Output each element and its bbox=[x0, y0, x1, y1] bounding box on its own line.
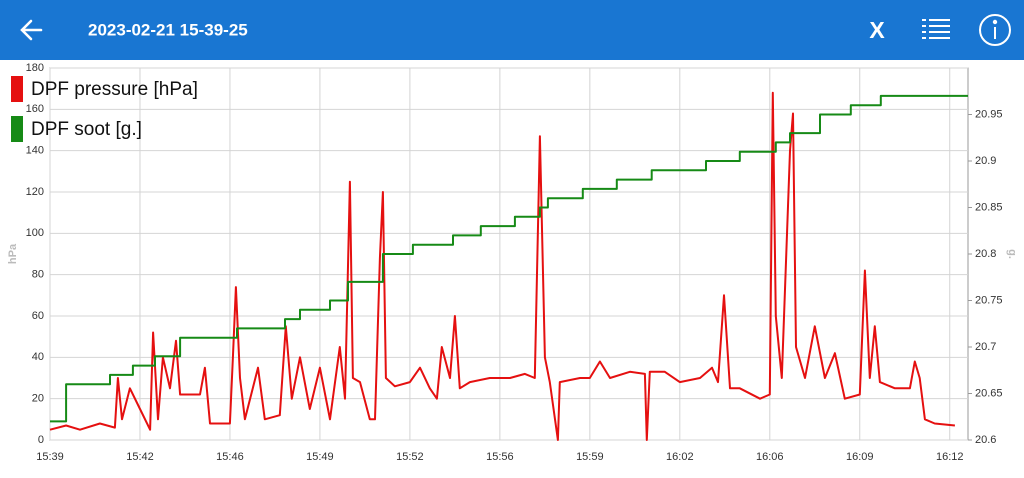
y-tick-label: 60 bbox=[32, 310, 44, 322]
y-tick-label: 40 bbox=[32, 351, 44, 363]
list-button[interactable] bbox=[922, 19, 950, 39]
x-tick-label: 16:09 bbox=[846, 451, 874, 463]
legend-swatch bbox=[11, 116, 23, 142]
info-button[interactable] bbox=[979, 14, 1011, 46]
y-tick-label: 0 bbox=[38, 434, 44, 446]
y2-tick-label: 20.9 bbox=[975, 155, 996, 167]
series-line bbox=[49, 91, 955, 441]
title: 2023-02-21 15-39-25 bbox=[88, 20, 248, 39]
y2-tick-label: 20.65 bbox=[975, 387, 1003, 399]
y2-tick-label: 20.95 bbox=[975, 108, 1003, 120]
legend-label: DPF soot [g.] bbox=[31, 119, 142, 140]
y2-tick-label: 20.6 bbox=[975, 434, 996, 446]
y2-axis-label: g. bbox=[1006, 249, 1018, 259]
y-axis-label: hPa bbox=[7, 243, 19, 264]
x-tick-label: 15:52 bbox=[396, 451, 424, 463]
legend-label: DPF pressure [hPa] bbox=[31, 79, 198, 100]
x-tick-label: 15:49 bbox=[306, 451, 334, 463]
y-tick-label: 140 bbox=[26, 145, 44, 157]
series-line bbox=[50, 94, 968, 423]
y2-tick-label: 20.8 bbox=[975, 248, 996, 260]
x-tick-label: 16:12 bbox=[936, 451, 964, 463]
y2-tick-label: 20.85 bbox=[975, 201, 1003, 213]
y-tick-label: 80 bbox=[32, 269, 44, 281]
y2-tick-label: 20.7 bbox=[975, 341, 996, 353]
x-tick-label: 15:59 bbox=[576, 451, 604, 463]
top-bar bbox=[0, 0, 1024, 60]
y-tick-label: 160 bbox=[26, 103, 44, 115]
plot: 0 20 40 60 80 100 120 140 160 180 20.6 20.65 20.7 20.… bbox=[11, 62, 1003, 463]
x-tick-label: 16:02 bbox=[666, 451, 694, 463]
close-button[interactable]: X bbox=[869, 17, 885, 43]
x-tick-label: 15:42 bbox=[126, 451, 154, 463]
legend-swatch bbox=[11, 76, 23, 102]
y-tick-label: 180 bbox=[26, 62, 44, 74]
x-tick-label: 16:06 bbox=[756, 451, 784, 463]
x-tick-label: 15:56 bbox=[486, 451, 514, 463]
x-tick-label: 15:39 bbox=[36, 451, 64, 463]
y-tick-label: 120 bbox=[26, 186, 44, 198]
x-tick-label: 15:46 bbox=[216, 451, 244, 463]
plot-frame bbox=[49, 67, 969, 441]
y2-tick-label: 20.75 bbox=[975, 294, 1003, 306]
y-tick-label: 20 bbox=[32, 393, 44, 405]
y-tick-label: 100 bbox=[26, 227, 44, 239]
back-button[interactable] bbox=[20, 19, 43, 41]
